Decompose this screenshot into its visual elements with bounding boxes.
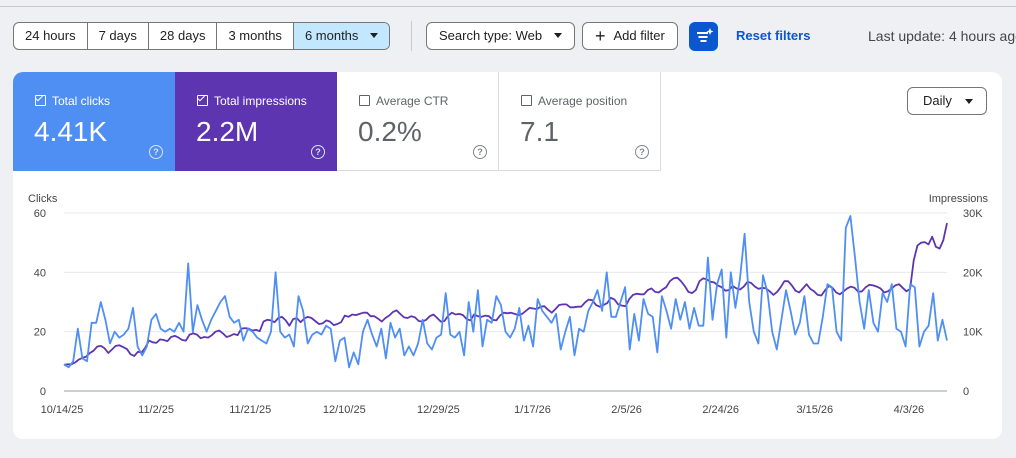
help-icon[interactable]: ? xyxy=(473,145,487,159)
range-24-hours[interactable]: 24 hours xyxy=(14,23,88,49)
x-tick-label: 1/17/26 xyxy=(514,404,551,416)
reset-filters-link[interactable]: Reset filters xyxy=(736,28,811,43)
metric-position-label: Average position xyxy=(521,94,627,108)
search-type-dropdown[interactable]: Search type: Web xyxy=(426,22,576,50)
metric-impressions-value: 2.2M xyxy=(196,116,259,147)
chevron-down-icon xyxy=(554,33,563,38)
range-7-days[interactable]: 7 days xyxy=(88,23,149,49)
left-tick-label: 40 xyxy=(34,267,46,279)
date-range-bar: 24 hours 7 days 28 days 3 months 6 month… xyxy=(13,22,391,50)
top-divider xyxy=(0,6,1016,7)
x-axis-ticks: 10/14/25 11/2/25 11/21/25 12/10/25 12/29/25 1… xyxy=(41,404,925,416)
chart-grid xyxy=(64,212,947,392)
filter-sparkle-icon xyxy=(697,28,714,42)
left-tick-label: 60 xyxy=(34,208,46,220)
range-6-months[interactable]: 6 months xyxy=(293,23,390,49)
range-6-months-label: 6 months xyxy=(304,28,359,43)
metric-ctr-label: Average CTR xyxy=(359,94,448,108)
metric-clicks-label: Total clicks xyxy=(35,93,111,108)
checkbox-unchecked-icon[interactable] xyxy=(521,95,532,106)
x-tick-label: 4/3/26 xyxy=(894,404,925,416)
metric-clicks-label-text: Total clicks xyxy=(52,94,111,108)
checkbox-checked-icon[interactable] xyxy=(35,93,46,106)
right-tick-label: 30K xyxy=(963,208,983,220)
x-tick-label: 12/29/25 xyxy=(417,404,460,416)
metric-impressions-label-text: Total impressions xyxy=(214,94,307,108)
metric-clicks-value: 4.41K xyxy=(34,116,108,147)
help-icon[interactable]: ? xyxy=(635,145,649,159)
series-line-impressions xyxy=(63,222,948,366)
add-filter-button[interactable]: + Add filter xyxy=(582,22,678,50)
metric-average-position[interactable]: Average position 7.1 ? xyxy=(499,72,661,171)
x-tick-label: 2/5/26 xyxy=(611,404,642,416)
x-tick-label: 11/2/25 xyxy=(138,404,174,416)
right-tick-label: 0 xyxy=(963,386,969,398)
granularity-label: Daily xyxy=(923,93,952,108)
metric-position-value: 7.1 xyxy=(520,116,559,147)
chevron-down-icon xyxy=(965,99,973,104)
filter-settings-button[interactable] xyxy=(689,22,718,51)
right-axis-ticks: 0 10K 20K 30K xyxy=(963,208,983,398)
help-icon[interactable]: ? xyxy=(149,145,163,159)
x-tick-label: 12/10/25 xyxy=(323,404,366,416)
right-tick-label: 10K xyxy=(963,327,983,339)
x-tick-label: 10/14/25 xyxy=(41,404,84,416)
toolbar-divider xyxy=(411,21,412,51)
chart-series xyxy=(63,215,948,369)
metric-position-label-text: Average position xyxy=(538,94,628,108)
metric-average-ctr[interactable]: Average CTR 0.2% ? xyxy=(337,72,499,171)
range-3-months[interactable]: 3 months xyxy=(217,23,294,49)
metric-total-impressions[interactable]: Total impressions 2.2M ? xyxy=(175,72,337,171)
help-icon[interactable]: ? xyxy=(311,145,325,159)
left-axis-ticks: 0 20 40 60 xyxy=(34,208,46,398)
checkbox-unchecked-icon[interactable] xyxy=(359,95,370,106)
x-tick-label: 11/21/25 xyxy=(229,404,271,416)
left-tick-label: 0 xyxy=(40,386,46,398)
metric-ctr-value: 0.2% xyxy=(358,116,422,147)
granularity-dropdown[interactable]: Daily xyxy=(907,87,987,115)
performance-chart: Clicks Impressions 0 20 40 60 0 10K 20K 30K 10… xyxy=(28,193,989,416)
left-axis-label: Clicks xyxy=(28,193,58,205)
performance-card: Total clicks 4.41K ? Total impressions 2… xyxy=(13,72,1002,439)
chevron-down-icon xyxy=(370,33,379,38)
plus-icon: + xyxy=(595,26,606,46)
range-28-days[interactable]: 28 days xyxy=(149,23,218,49)
metric-impressions-label: Total impressions xyxy=(197,93,307,108)
checkbox-checked-icon[interactable] xyxy=(197,93,208,106)
last-update-text: Last update: 4 hours ago xyxy=(868,28,1016,44)
right-axis-label: Impressions xyxy=(929,193,989,205)
left-tick-label: 20 xyxy=(34,327,46,339)
x-tick-label: 2/24/26 xyxy=(702,404,739,416)
x-tick-label: 3/15/26 xyxy=(796,404,833,416)
metric-total-clicks[interactable]: Total clicks 4.41K ? xyxy=(13,72,175,171)
series-line-clicks xyxy=(63,215,948,369)
search-type-label: Search type: Web xyxy=(439,28,543,43)
add-filter-label: Add filter xyxy=(613,28,665,43)
metric-ctr-label-text: Average CTR xyxy=(376,94,449,108)
right-tick-label: 20K xyxy=(963,267,983,279)
date-range-selector: 24 hours 7 days 28 days 3 months 6 month… xyxy=(13,22,391,50)
